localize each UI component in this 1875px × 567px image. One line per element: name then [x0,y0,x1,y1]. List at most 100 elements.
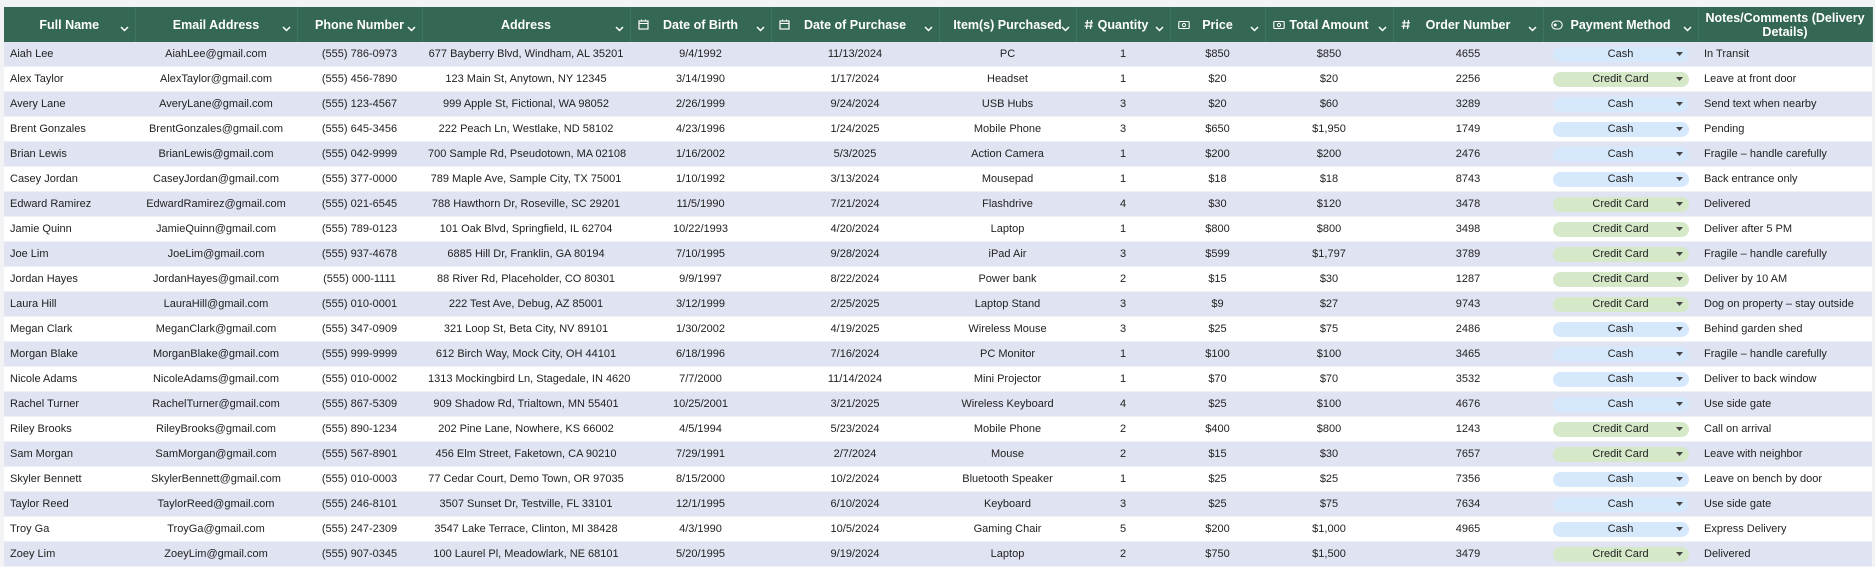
cell: $15 [1170,441,1265,467]
cell: Credit Card [1543,266,1698,292]
cell: Back entrance only [1698,166,1872,192]
filter-dropdown[interactable] [1682,21,1692,35]
header-label: Phone Number [315,17,404,32]
table-row: Edward Ramirez EdwardRamirez@gmail.com (55… [4,191,1872,217]
payment-chip[interactable]: Credit Card [1552,546,1689,562]
cell: 789 Maple Ave, Sample City, TX 75001 [422,166,630,192]
payment-chip[interactable]: Credit Card [1552,246,1689,262]
cell: 4 [1076,191,1170,217]
table-row: Brent Gonzales BrentGonzales@gmail.com (55… [4,116,1872,142]
cell: $100 [1265,391,1393,417]
payment-chip[interactable]: Cash [1552,371,1689,387]
table-row: Zoey Lim ZoeyLim@gmail.com (555) 907-0345 1… [4,541,1872,567]
cell: 9/28/2024 [771,241,939,267]
cell: $75 [1265,491,1393,517]
payment-chip[interactable]: Cash [1552,346,1689,362]
cell: 10/25/2001 [630,391,771,417]
cell: $30 [1265,266,1393,292]
payment-chip[interactable]: Cash [1552,46,1689,62]
cell: (555) 999-9999 [297,341,422,367]
payment-chip[interactable]: Credit Card [1552,196,1689,212]
chip-label: Cash [1607,147,1634,160]
payment-chip[interactable]: Cash [1552,496,1689,512]
cell: Cash [1543,391,1698,417]
payment-chip[interactable]: Cash [1552,471,1689,487]
cell: Dog on property – stay outside [1698,291,1872,317]
column-header: Total Amount [1265,7,1394,42]
cell: 1/30/2002 [630,316,771,342]
chip-arrow [1675,351,1683,356]
filter-dropdown[interactable] [1527,21,1537,35]
cell: RileyBrooks@gmail.com [135,416,297,442]
cell: (555) 907-0345 [297,541,422,567]
cell: Keyboard [939,491,1076,517]
cell: 6885 Hill Dr, Franklin, GA 80194 [422,241,630,267]
payment-chip[interactable]: Credit Card [1552,296,1689,312]
cell: 7/7/2000 [630,366,771,392]
cell: $9 [1170,291,1265,317]
cell: $120 [1265,191,1393,217]
payment-chip[interactable]: Cash [1552,146,1689,162]
payment-chip[interactable]: Cash [1552,171,1689,187]
filter-dropdown[interactable] [281,21,291,35]
cell: Express Delivery [1698,516,1872,542]
payment-chip[interactable]: Credit Card [1552,271,1689,287]
cell: 10/22/1993 [630,216,771,242]
cell: Joe Lim [4,241,135,267]
cell: PC Monitor [939,341,1076,367]
cell: $100 [1170,341,1265,367]
cell: $75 [1265,316,1393,342]
cell: 4/20/2024 [771,216,939,242]
cell: 3789 [1393,241,1543,267]
cell: 3/21/2025 [771,391,939,417]
chip-arrow [1675,526,1683,531]
payment-chip[interactable]: Cash [1552,396,1689,412]
chip-label: Credit Card [1592,247,1649,260]
cell: Wireless Mouse [939,316,1076,342]
payment-chip[interactable]: Cash [1552,321,1689,337]
cell: 9743 [1393,291,1543,317]
chip-label: Cash [1607,397,1634,410]
cell: BrentGonzales@gmail.com [135,116,297,142]
cell: 222 Peach Ln, Westlake, ND 58102 [422,116,630,142]
filter-dropdown[interactable] [1154,21,1164,35]
cell: 123 Main St, Anytown, NY 12345 [422,66,630,92]
payment-chip[interactable]: Credit Card [1552,421,1689,437]
payment-chip[interactable]: Credit Card [1552,221,1689,237]
cell: $850 [1170,42,1265,67]
cell: Cash [1543,366,1698,392]
cell: $70 [1170,366,1265,392]
cell: Nicole Adams [4,366,135,392]
type-icon [637,19,649,33]
cell: 11/14/2024 [771,366,939,392]
cell: 700 Sample Rd, Pseudotown, MA 02108 [422,141,630,167]
cell: 1/24/2025 [771,116,939,142]
filter-dropdown[interactable] [923,21,933,35]
filter-dropdown[interactable] [614,21,624,35]
payment-chip[interactable]: Cash [1552,121,1689,137]
cell: JoeLim@gmail.com [135,241,297,267]
cell: Riley Brooks [4,416,135,442]
filter-dropdown[interactable] [1377,21,1387,35]
cell: $25 [1170,316,1265,342]
header-label: Address [500,17,552,32]
cell: MeganClark@gmail.com [135,316,297,342]
cell: (555) 567-8901 [297,441,422,467]
payment-chip[interactable]: Cash [1552,96,1689,112]
payment-chip[interactable]: Credit Card [1552,71,1689,87]
payment-chip[interactable]: Cash [1552,521,1689,537]
column-header: Payment Method [1543,7,1699,42]
cell: $100 [1265,341,1393,367]
cell: $20 [1265,66,1393,92]
cell: Jordan Hayes [4,266,135,292]
type-icon [1550,19,1563,33]
cell: Sam Morgan [4,441,135,467]
cell: Mobile Phone [939,116,1076,142]
payment-chip[interactable]: Credit Card [1552,446,1689,462]
filter-dropdown[interactable] [406,21,416,35]
filter-dropdown[interactable] [1249,21,1259,35]
filter-dropdown[interactable] [755,21,765,35]
cell: $18 [1170,166,1265,192]
filter-dropdown[interactable] [1060,21,1070,35]
filter-dropdown[interactable] [119,21,129,35]
